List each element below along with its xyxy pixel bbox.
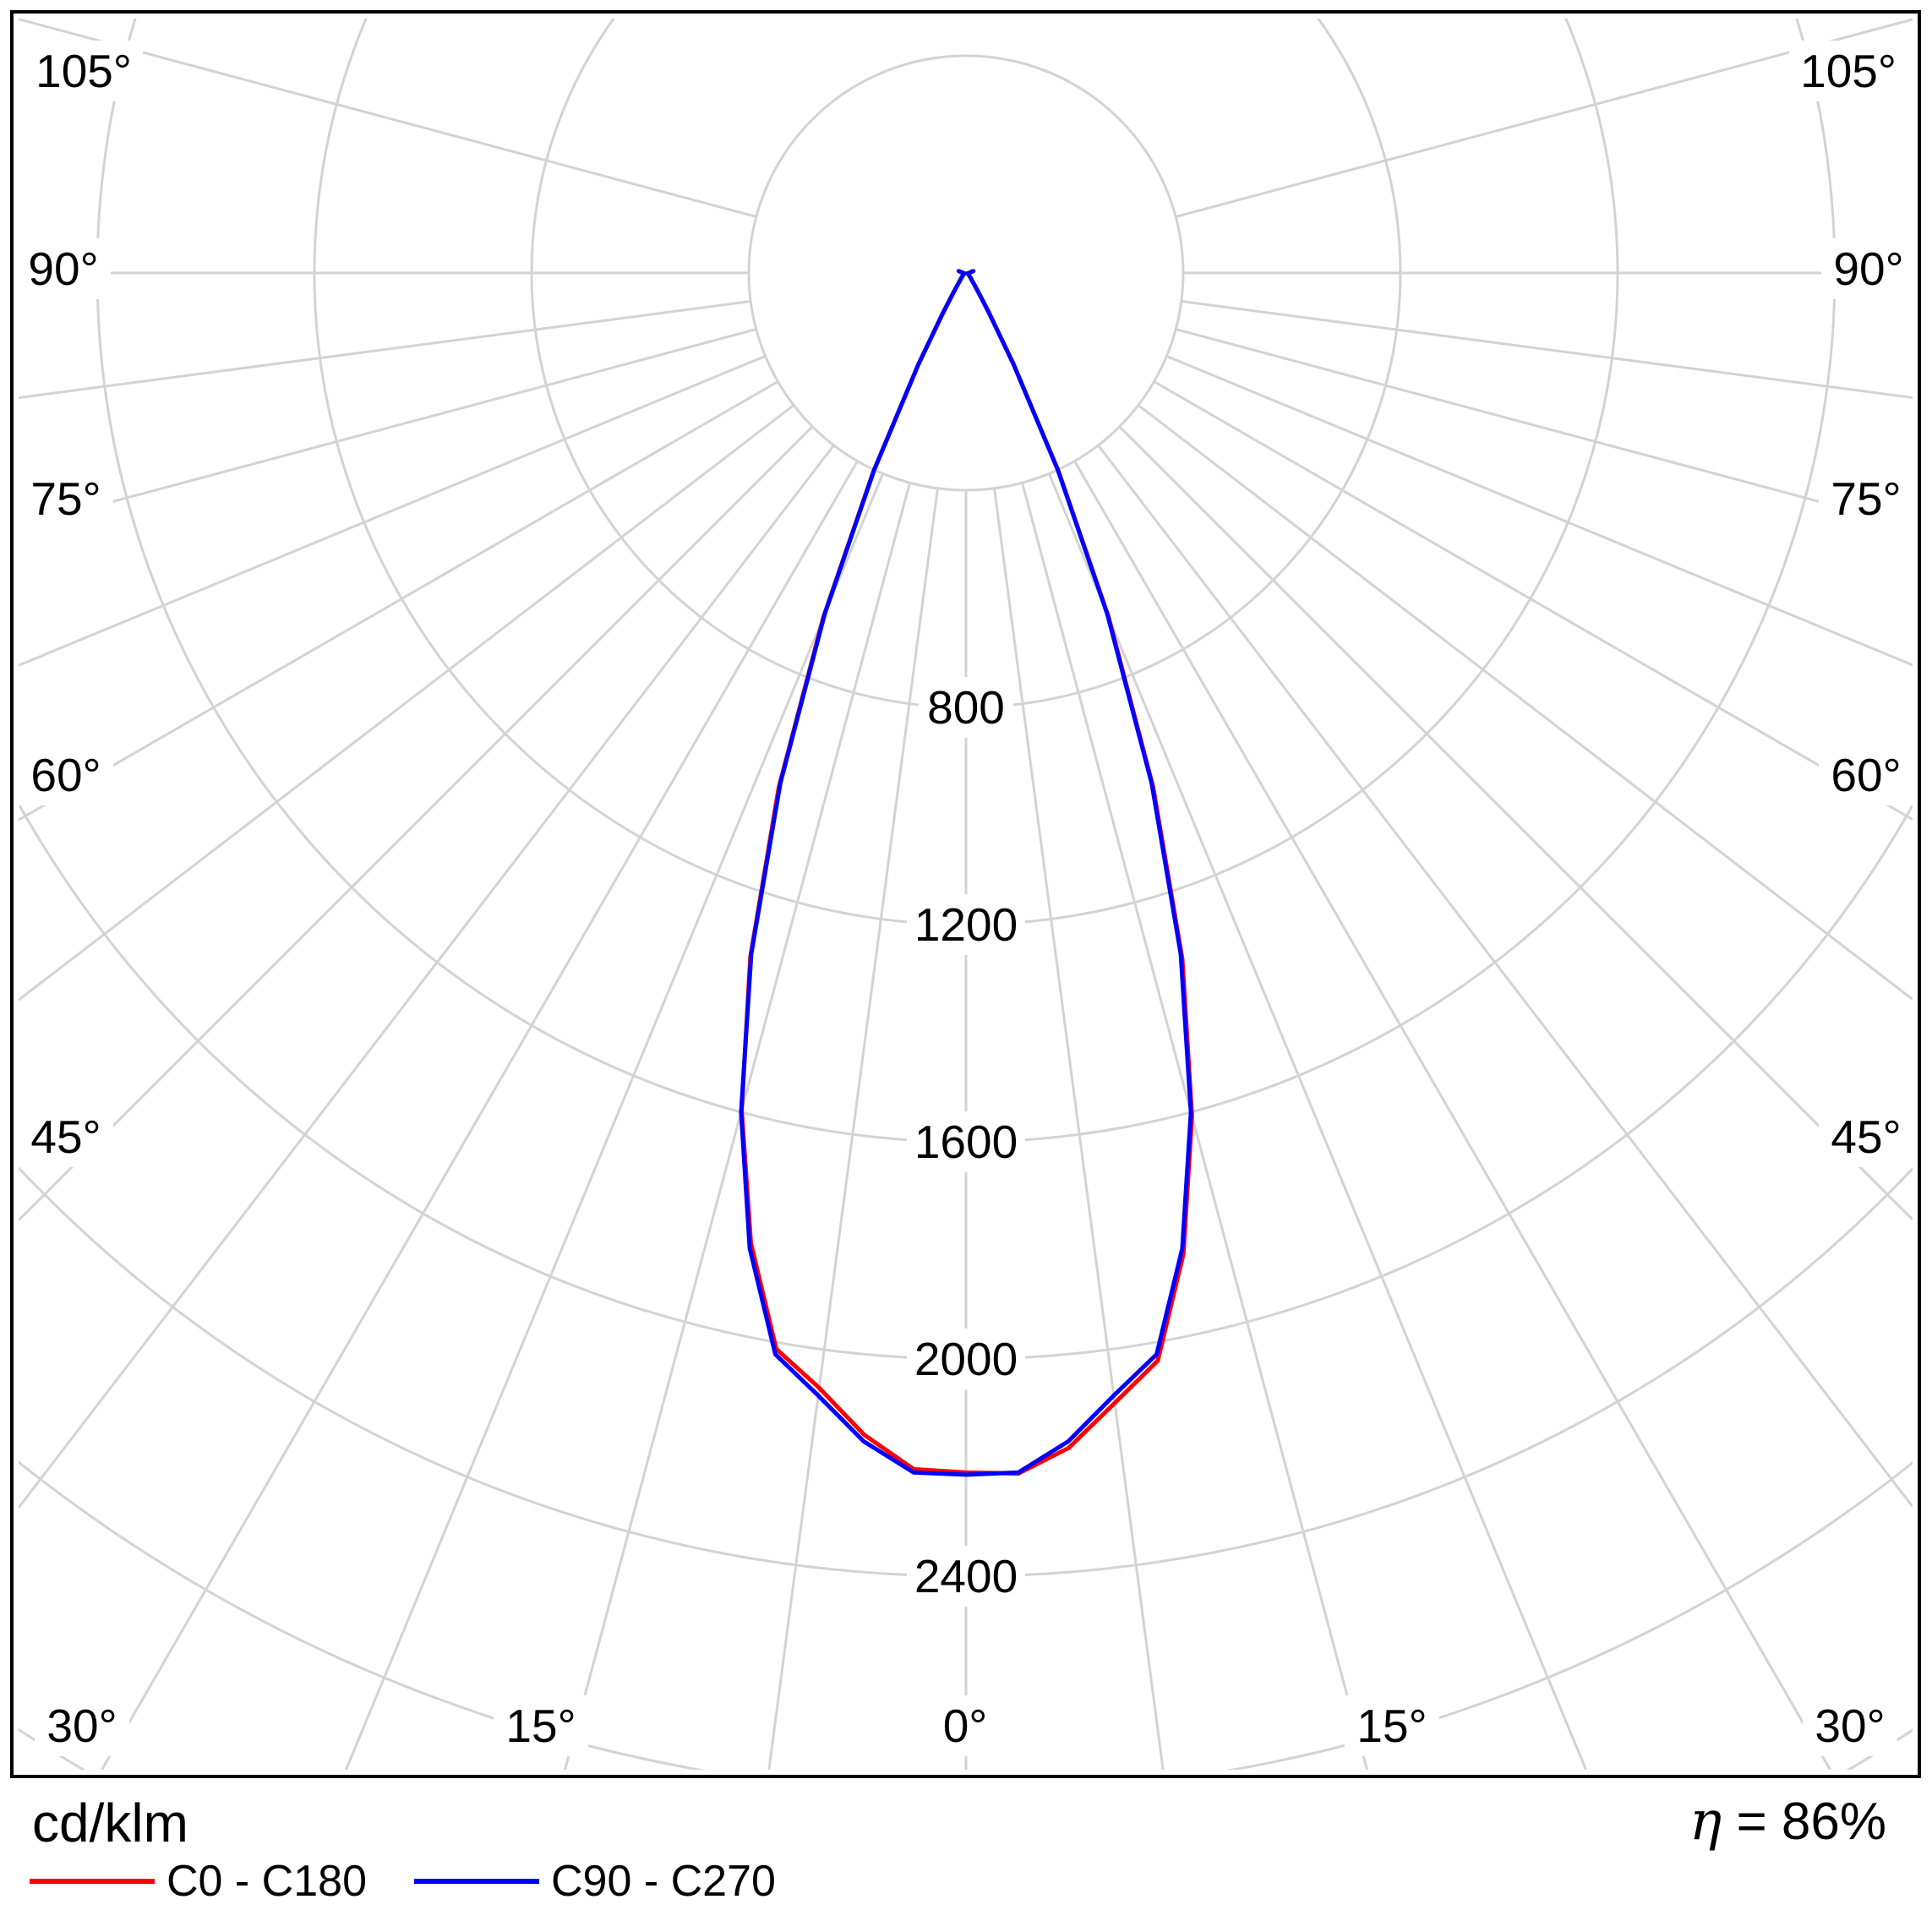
grid-spoke-7.5 [767, 488, 939, 1770]
ring-label-2400: 2400 [914, 1550, 1018, 1602]
angle-label-60-left: 60° [30, 749, 101, 801]
ring-label-1200-patch [907, 894, 1025, 955]
grid-spoke-75 [19, 328, 757, 528]
angle-label-90-right: 90° [1833, 243, 1903, 295]
angle-label-30-right-patch [1803, 1695, 1897, 1756]
legend: C0 - C180 C90 - C270 [0, 1856, 1932, 1915]
efficiency-label: η = 86% [1689, 1792, 1886, 1851]
grid-spoke-30 [101, 460, 859, 1770]
unit-label: cd/klm [32, 1793, 188, 1853]
grid-spoke-67.5 [19, 354, 767, 667]
grid-spoke-60 [19, 380, 779, 821]
angle-label-30-left-patch [35, 1695, 129, 1756]
grid-spoke-52.5 [19, 404, 795, 1001]
ring-label-800-patch [919, 677, 1013, 738]
grid-spoke-22.5 [1047, 472, 1587, 1770]
angle-label-60-right-patch [1819, 745, 1913, 805]
angle-label-45-left: 45° [30, 1111, 101, 1163]
angle-label-75-right: 75° [1831, 472, 1901, 525]
grid-spoke-45 [1118, 425, 1913, 1221]
angle-label-105-left: 105° [35, 45, 132, 97]
grid-spoke-45 [19, 425, 814, 1222]
angle-label-75-right-patch [1819, 468, 1913, 529]
grid-spoke-30 [1073, 460, 1831, 1770]
angle-label-90-right-patch [1821, 238, 1916, 299]
efficiency-value: = 86% [1736, 1793, 1886, 1851]
ring-label-800: 800 [927, 681, 1005, 734]
grid-spoke-67.5 [1165, 354, 1913, 667]
angle-label-45-right: 45° [1831, 1111, 1901, 1163]
grid-spoke-15 [564, 482, 911, 1770]
legend-label-c0-c180: C0 - C180 [166, 1857, 367, 1906]
angle-label-15-right: 15° [1356, 1700, 1427, 1752]
angle-label-105-left-patch [25, 41, 143, 101]
angle-label-15-left-patch [494, 1695, 588, 1756]
grid-spoke-7.5 [993, 488, 1165, 1770]
angle-label-30-right: 30° [1815, 1700, 1885, 1752]
grid-spoke-15 [1021, 482, 1368, 1770]
angle-label-105-right: 105° [1800, 45, 1897, 97]
angle-label-15-right-patch [1345, 1695, 1439, 1756]
angle-label-0-left: 0° [943, 1700, 988, 1752]
angle-label-15-left: 15° [505, 1700, 576, 1752]
ring-label-2000: 2000 [914, 1333, 1018, 1385]
ring-label-1600-patch [907, 1111, 1025, 1172]
legend-line-c0-c180 [30, 1879, 155, 1884]
angle-label-90-left: 90° [28, 243, 98, 295]
angle-label-60-left-patch [19, 745, 113, 805]
ring-label-1200: 1200 [914, 898, 1018, 951]
grid-spoke-82.5 [19, 300, 751, 400]
eta-symbol: η [1689, 1790, 1722, 1853]
angle-label-75-left: 75° [30, 472, 101, 525]
grid-spoke-82.5 [1181, 300, 1913, 399]
angle-label-75-left-patch [19, 468, 113, 529]
grid-spoke-52.5 [1137, 404, 1913, 1001]
angle-label-0-left-patch [930, 1695, 1001, 1756]
angle-label-60-right: 60° [1831, 749, 1901, 801]
grid-spoke-60 [1153, 380, 1913, 821]
grid-spoke-37.5 [19, 444, 835, 1509]
grid-spoke-22.5 [345, 472, 885, 1770]
ring-label-1600: 1600 [914, 1116, 1018, 1168]
ring-label-2400-patch [907, 1546, 1025, 1607]
legend-label-c90-c270: C90 - C270 [551, 1857, 776, 1906]
curve-c90-c270 [739, 269, 1193, 1477]
ring-label-2000-patch [907, 1329, 1025, 1389]
angle-label-90-left-patch [16, 238, 111, 299]
grid-spoke-75 [1175, 328, 1913, 528]
angle-label-45-right-patch [1819, 1106, 1913, 1167]
legend-line-c90-c270 [414, 1879, 539, 1884]
grid-spoke-37.5 [1097, 444, 1913, 1508]
angle-label-105-right-patch [1789, 41, 1907, 101]
angle-label-30-left: 30° [46, 1700, 117, 1752]
angle-label-45-left-patch [19, 1106, 113, 1167]
